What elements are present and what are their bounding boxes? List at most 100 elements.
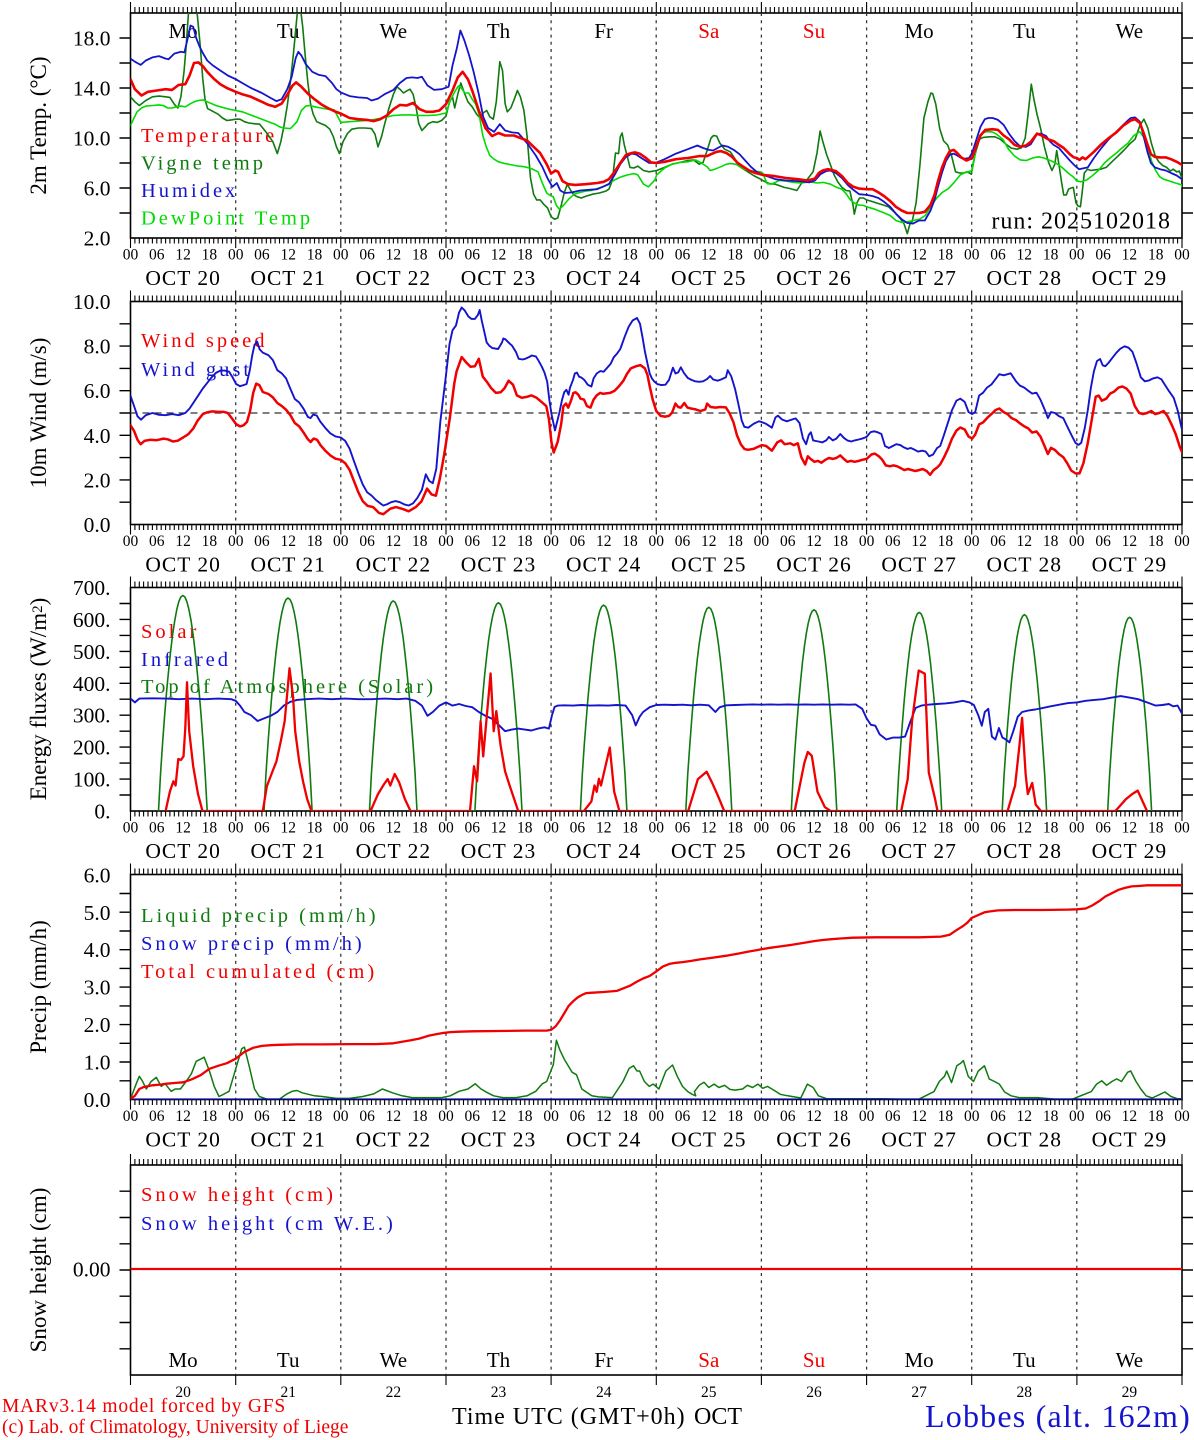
svg-text:28: 28 [1017,1384,1033,1401]
svg-text:06: 06 [254,820,270,837]
svg-text:00: 00 [964,533,980,550]
svg-text:OCT 23: OCT 23 [461,266,537,290]
svg-text:run: 2025102018: run: 2025102018 [991,209,1171,235]
svg-text:00: 00 [543,1108,559,1125]
svg-text:We: We [380,19,407,43]
svg-text:12: 12 [280,247,296,264]
svg-text:12: 12 [175,820,191,837]
svg-text:00: 00 [543,533,559,550]
svg-text:OCT 20: OCT 20 [145,1128,221,1152]
svg-text:OCT 20: OCT 20 [145,553,221,577]
svg-text:00: 00 [648,247,664,264]
svg-text:06: 06 [780,820,796,837]
svg-text:18: 18 [727,1108,743,1125]
svg-text:23: 23 [491,1384,507,1401]
svg-text:Th: Th [487,19,511,43]
svg-text:06: 06 [570,820,586,837]
svg-text:12: 12 [1017,533,1033,550]
svg-text:OCT 23: OCT 23 [461,1128,537,1152]
svg-text:OCT 28: OCT 28 [987,553,1063,577]
svg-text:700.: 700. [73,576,111,600]
svg-text:21: 21 [280,1384,296,1401]
svg-text:Mo: Mo [905,19,934,43]
svg-text:18.0: 18.0 [73,27,111,51]
svg-text:OCT 28: OCT 28 [987,1128,1063,1152]
svg-text:600.: 600. [73,608,111,632]
svg-text:18: 18 [202,247,218,264]
svg-text:200.: 200. [73,736,111,760]
svg-text:Precip (mm/h): Precip (mm/h) [26,920,51,1054]
svg-text:Mo: Mo [169,1348,198,1372]
svg-text:100.: 100. [73,768,111,792]
svg-text:00: 00 [859,1108,875,1125]
svg-text:12: 12 [1017,820,1033,837]
svg-text:06: 06 [885,1108,901,1125]
svg-text:00: 00 [754,1108,770,1125]
svg-text:18: 18 [307,247,323,264]
svg-text:18: 18 [202,1108,218,1125]
svg-text:1.0: 1.0 [84,1051,111,1075]
svg-text:Su: Su [803,1348,826,1372]
svg-text:06: 06 [464,247,480,264]
svg-text:06: 06 [885,247,901,264]
svg-text:00: 00 [228,1108,244,1125]
svg-text:00: 00 [1069,820,1085,837]
svg-text:06: 06 [780,247,796,264]
svg-text:DewPoint Temp: DewPoint Temp [141,208,313,230]
svg-text:Tu: Tu [1013,19,1036,43]
svg-text:Fr: Fr [594,19,613,43]
svg-text:Energy fluxes (W/m2): Energy fluxes (W/m2) [26,598,51,801]
svg-text:06: 06 [885,820,901,837]
svg-text:20: 20 [175,1384,191,1401]
svg-text:00: 00 [543,820,559,837]
svg-text:00: 00 [648,533,664,550]
svg-text:06: 06 [1095,247,1111,264]
svg-text:18: 18 [1043,1108,1059,1125]
svg-text:00: 00 [964,247,980,264]
svg-text:500.: 500. [73,640,111,664]
svg-text:00: 00 [1174,247,1190,264]
svg-text:18: 18 [622,820,638,837]
svg-text:18: 18 [202,533,218,550]
svg-text:4.0: 4.0 [84,938,111,962]
svg-text:00: 00 [333,533,349,550]
svg-text:12: 12 [491,247,507,264]
svg-text:Wind gust: Wind gust [141,359,252,381]
svg-text:0.0: 0.0 [84,1088,111,1112]
svg-text:18: 18 [833,820,849,837]
svg-text:18: 18 [307,1108,323,1125]
svg-text:OCT 23: OCT 23 [461,553,537,577]
svg-text:26: 26 [806,1384,822,1401]
svg-text:06: 06 [149,820,165,837]
svg-text:OCT 26: OCT 26 [776,1128,852,1152]
svg-text:18: 18 [938,820,954,837]
svg-text:18: 18 [1043,533,1059,550]
svg-text:2.0: 2.0 [84,227,111,251]
svg-text:00: 00 [1069,1108,1085,1125]
svg-text:22: 22 [386,1384,402,1401]
svg-text:OCT 21: OCT 21 [250,839,326,863]
svg-text:6.0: 6.0 [84,177,111,201]
svg-text:12: 12 [701,247,717,264]
svg-text:12: 12 [596,820,612,837]
svg-text:00: 00 [228,247,244,264]
svg-text:06: 06 [675,1108,691,1125]
svg-text:06: 06 [885,533,901,550]
svg-text:12: 12 [701,820,717,837]
svg-text:06: 06 [570,1108,586,1125]
svg-text:18: 18 [517,1108,533,1125]
svg-text:OCT 26: OCT 26 [776,266,852,290]
svg-text:2m Temp. (°C): 2m Temp. (°C) [26,56,51,194]
svg-text:00: 00 [1174,1108,1190,1125]
svg-text:18: 18 [833,247,849,264]
svg-text:12: 12 [911,247,927,264]
svg-text:12: 12 [701,1108,717,1125]
svg-text:MARv3.14 model forced by GFS: MARv3.14 model forced by GFS [2,1396,286,1417]
svg-text:0.: 0. [94,800,110,824]
svg-text:OCT 26: OCT 26 [776,553,852,577]
svg-text:OCT 21: OCT 21 [250,1128,326,1152]
svg-text:06: 06 [780,1108,796,1125]
svg-text:Sa: Sa [698,1348,720,1372]
svg-text:06: 06 [359,533,375,550]
svg-text:8.0: 8.0 [84,335,111,359]
